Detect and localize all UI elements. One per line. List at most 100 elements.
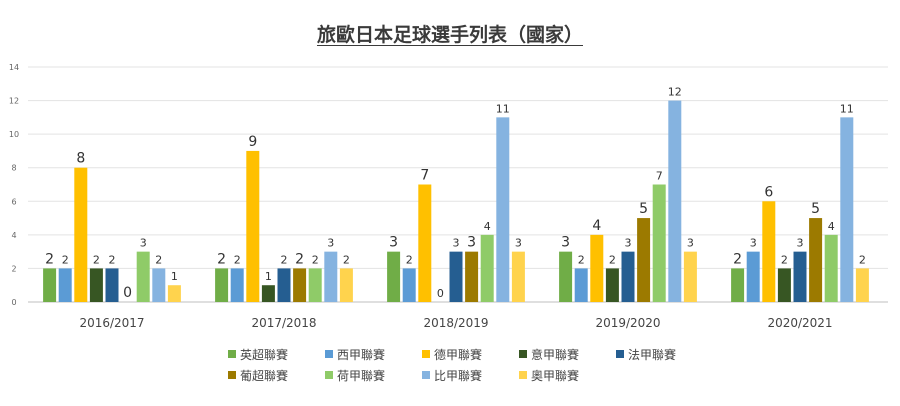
data-label: 3	[467, 235, 476, 251]
y-tick-label: 14	[9, 63, 19, 72]
bar	[668, 100, 682, 302]
data-label: 2	[295, 251, 304, 267]
y-tick-label: 4	[11, 231, 16, 240]
data-label: 3	[750, 237, 757, 250]
bar	[308, 268, 322, 302]
bar	[89, 268, 103, 302]
bar	[339, 268, 353, 302]
data-label: 3	[561, 235, 570, 251]
data-label: 0	[123, 285, 132, 301]
bar	[43, 268, 57, 302]
legend-item: 法甲聯賽	[616, 346, 676, 362]
bar	[74, 167, 88, 302]
legend-item: 德甲聯賽	[422, 346, 482, 362]
legend-item: 奧甲聯賽	[519, 367, 579, 383]
data-label: 2	[781, 253, 788, 266]
legend-label: 西甲聯賽	[337, 347, 386, 362]
data-label: 9	[248, 134, 257, 150]
data-label: 3	[389, 235, 398, 251]
bar	[246, 150, 260, 302]
data-label: 2	[93, 253, 100, 266]
bar	[559, 251, 573, 302]
data-label: 8	[76, 151, 85, 167]
data-label: 2	[578, 253, 585, 266]
data-label: 2	[109, 253, 116, 266]
legend-label: 葡超聯賽	[240, 368, 289, 383]
legend-item: 意甲聯賽	[519, 346, 579, 362]
bar	[637, 218, 651, 302]
data-label: 2	[45, 251, 54, 267]
bar	[793, 251, 807, 302]
bar	[824, 234, 838, 302]
data-label: 2	[312, 253, 319, 266]
bar	[809, 218, 823, 302]
data-label: 5	[639, 201, 648, 217]
y-tick-label: 12	[9, 97, 19, 106]
legend-item: 荷甲聯賽	[325, 367, 385, 383]
data-label: 1	[265, 270, 272, 283]
data-label: 11	[496, 102, 510, 115]
bar	[840, 117, 854, 302]
bar	[762, 201, 776, 302]
legend-swatch	[616, 350, 624, 358]
bar	[511, 251, 525, 302]
data-label: 3	[515, 237, 522, 250]
bar	[136, 251, 150, 302]
bar	[215, 268, 229, 302]
bar	[496, 117, 510, 302]
data-label: 4	[484, 220, 491, 233]
legend-label: 英超聯賽	[240, 347, 289, 362]
data-label: 0	[437, 287, 444, 300]
legend-item: 葡超聯賽	[228, 367, 288, 383]
data-label: 2	[733, 251, 742, 267]
bar	[465, 251, 479, 302]
legend-label: 奧甲聯賽	[531, 368, 580, 383]
legend-label: 德甲聯賽	[434, 347, 483, 362]
bar	[605, 268, 619, 302]
bar	[277, 268, 291, 302]
data-label: 12	[668, 86, 682, 99]
data-label: 2	[609, 253, 616, 266]
data-label: 2	[155, 253, 162, 266]
bar	[621, 251, 635, 302]
y-tick-label: 8	[11, 164, 16, 173]
y-tick-label: 10	[9, 130, 19, 139]
data-label: 5	[811, 201, 820, 217]
legend-label: 比甲聯賽	[434, 368, 483, 383]
x-tick-label: 2019/2020	[595, 316, 660, 330]
bar	[652, 184, 666, 302]
bar	[402, 268, 416, 302]
data-label: 3	[453, 237, 460, 250]
bar	[731, 268, 745, 302]
bar	[387, 251, 401, 302]
bar	[746, 251, 760, 302]
bar	[480, 234, 494, 302]
legend-label: 意甲聯賽	[531, 347, 580, 362]
legend-swatch	[422, 350, 430, 358]
legend-swatch	[325, 350, 333, 358]
data-label: 2	[62, 253, 69, 266]
data-label: 4	[828, 220, 835, 233]
legend-swatch	[228, 350, 236, 358]
bar	[590, 234, 604, 302]
data-label: 6	[764, 184, 773, 200]
data-label: 2	[859, 253, 866, 266]
data-label: 1	[171, 270, 178, 283]
data-label: 3	[625, 237, 632, 250]
data-label: 2	[406, 253, 413, 266]
bar	[418, 184, 432, 302]
data-label: 2	[343, 253, 350, 266]
x-tick-label: 2018/2019	[423, 316, 488, 330]
bar	[683, 251, 697, 302]
bar	[777, 268, 791, 302]
y-tick-label: 0	[11, 298, 16, 307]
data-label: 3	[327, 237, 334, 250]
legend-item: 英超聯賽	[228, 346, 288, 362]
bar	[230, 268, 244, 302]
bar	[324, 251, 338, 302]
data-label: 3	[687, 237, 694, 250]
bar	[58, 268, 72, 302]
legend-label: 荷甲聯賽	[337, 368, 386, 383]
data-label: 2	[234, 253, 241, 266]
